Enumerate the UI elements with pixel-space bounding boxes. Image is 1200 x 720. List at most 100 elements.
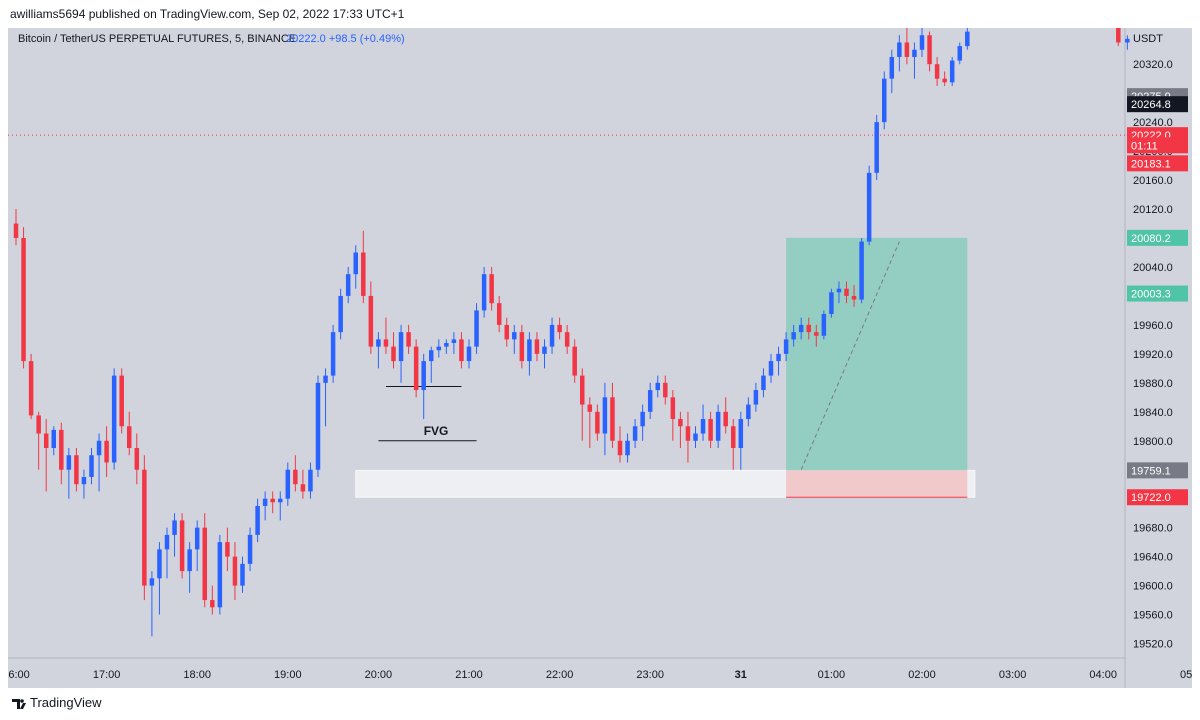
candle-body: [512, 332, 517, 340]
publish-info: awilliams5694 published on TradingView.c…: [10, 7, 405, 21]
candle-body: [549, 324, 555, 347]
footer: TradingView: [0, 688, 1200, 720]
candle-body: [255, 505, 260, 535]
candle-body: [942, 78, 947, 83]
candle-body: [693, 433, 698, 441]
candle-body: [164, 534, 170, 550]
candle-body: [889, 56, 895, 79]
x-tick-label: 02:00: [908, 669, 936, 681]
candle-body: [572, 346, 577, 376]
candle-body: [278, 498, 283, 503]
candle-body: [466, 346, 472, 362]
candle-body: [859, 241, 864, 300]
candle-body: [519, 332, 525, 362]
candle-body: [557, 324, 562, 333]
candle-body: [142, 469, 147, 586]
candle-body: [51, 429, 56, 448]
y-tick-label: 19520.0: [1133, 639, 1173, 651]
x-tick-label: 05:00: [1180, 669, 1192, 681]
candle-body: [685, 426, 691, 441]
y-tick-label: 19880.0: [1133, 378, 1173, 390]
candle-body: [534, 339, 540, 354]
candle-body: [240, 563, 245, 586]
price-label: 19722.0: [1131, 492, 1171, 504]
x-tick-label: 16:00: [8, 669, 30, 681]
candle-body: [270, 498, 275, 503]
candle-body: [708, 419, 713, 441]
candle-body: [194, 527, 200, 550]
candle-body: [632, 426, 638, 441]
candle-body: [376, 339, 381, 347]
price-label-box: [1127, 229, 1188, 246]
price-label: 20183.1: [1131, 158, 1171, 170]
candle-body: [179, 520, 185, 572]
candle-body: [965, 31, 970, 47]
candle-body: [172, 520, 177, 535]
candle-body: [919, 35, 925, 50]
candle-body: [715, 411, 721, 441]
candle-body: [481, 274, 487, 311]
y-tick-label: 19680.0: [1133, 523, 1173, 535]
y-tick-label: 20040.0: [1133, 262, 1173, 274]
x-tick-label: 31: [735, 669, 747, 681]
candle-body: [361, 252, 366, 296]
x-tick-label: 20:00: [365, 669, 393, 681]
candle-body: [821, 314, 827, 336]
candle-body: [43, 433, 49, 448]
candle-body: [851, 295, 857, 300]
candle-body: [300, 484, 306, 492]
candle-body: [655, 382, 660, 391]
candle-body: [406, 332, 411, 347]
candle-body: [617, 440, 623, 456]
price-label-box: [1127, 137, 1188, 154]
candle-body: [459, 339, 464, 362]
candle-body: [28, 361, 34, 416]
candle-body: [444, 343, 449, 347]
price-chart[interactable]: FVG Bitcoin / TetherUS PERPETUAL FUTURES,…: [2, 28, 1200, 688]
candle-body: [753, 390, 759, 405]
fvg-label: FVG: [424, 424, 449, 438]
tradingview-brand[interactable]: TradingView: [30, 695, 102, 710]
candle-body: [957, 46, 962, 61]
chart-area[interactable]: FVG Bitcoin / TetherUS PERPETUAL FUTURES,…: [2, 28, 1200, 688]
candle-body: [315, 382, 321, 470]
candle-body: [587, 404, 593, 412]
candle-body: [59, 429, 64, 470]
candle-body: [383, 339, 389, 347]
candle-body: [776, 353, 781, 362]
y-tick-label: 19560.0: [1133, 610, 1173, 622]
candle-body: [338, 295, 343, 333]
candle-body: [610, 397, 615, 441]
candle-body: [663, 382, 668, 398]
candle-body: [678, 419, 683, 427]
candle-body: [761, 375, 766, 391]
candle-body: [74, 455, 79, 485]
candle-body: [595, 411, 600, 434]
candle-body: [330, 332, 336, 376]
candle-body: [436, 346, 442, 351]
y-tick-label: 19840.0: [1133, 407, 1173, 419]
target-zone: [786, 237, 968, 471]
candle-body: [670, 397, 676, 420]
x-tick-label: 18:00: [183, 669, 211, 681]
candle-body: [647, 390, 653, 412]
price-label: 19759.1: [1131, 465, 1171, 477]
candle-body: [836, 288, 842, 293]
candle-body: [368, 295, 374, 347]
candle-body: [36, 415, 41, 434]
price-label: 01:11: [1131, 140, 1158, 152]
candle-body: [625, 440, 630, 456]
stop-zone: [786, 470, 968, 498]
candle-body: [96, 440, 102, 456]
candle-body: [89, 455, 94, 477]
candle-body: [413, 346, 419, 391]
candle-body: [542, 346, 547, 354]
candle-body: [119, 375, 124, 427]
candle-body: [912, 49, 917, 57]
price-label: 20264.8: [1131, 99, 1171, 111]
candle-body: [187, 549, 192, 572]
x-tick-label: 17:00: [93, 669, 121, 681]
candle-body: [210, 600, 215, 608]
candle-body: [814, 332, 819, 336]
candle-body: [844, 288, 849, 296]
